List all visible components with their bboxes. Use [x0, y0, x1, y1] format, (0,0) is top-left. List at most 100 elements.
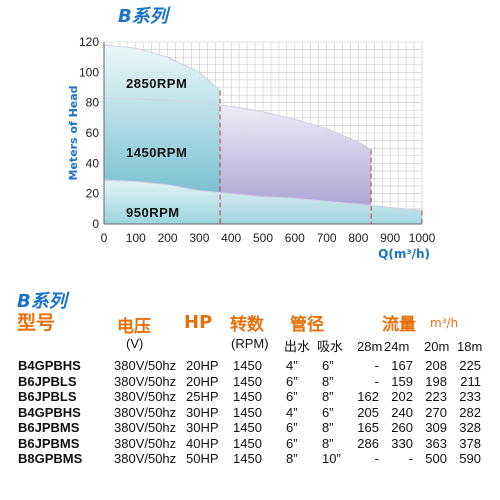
flow-18m-cell: 225	[459, 358, 481, 373]
x-tick-label: 900	[380, 231, 400, 245]
table-row: B6JPBLS 380V/50hz 25HP 1450 6” 8” 162 202 223 233	[0, 389, 500, 405]
header-hp: HP	[184, 312, 213, 333]
inlet-cell: 6”	[322, 358, 334, 373]
subheader-outlet: 出水	[284, 339, 311, 354]
header-model: 型号	[17, 312, 56, 334]
flow-28m-cell: -	[374, 358, 379, 373]
subheader-speed: (RPM)	[231, 336, 269, 351]
y-tick-label: 0	[92, 217, 99, 231]
voltage-cell: 380V/50hz	[114, 435, 177, 451]
y-tick-label: 20	[86, 187, 100, 201]
inlet-cell: 6”	[322, 404, 334, 420]
x-tick-label: 1000	[409, 231, 436, 245]
subheader-h18: 18m	[457, 339, 483, 354]
x-axis-title: Q(m³/h)	[378, 247, 430, 261]
series-label: 2850RPM	[126, 76, 187, 91]
table-row: B6JPBMS 380V/50hz 40HP 1450 6” 8” 286 330 363 378	[0, 436, 500, 452]
flow-24m-cell: 202	[391, 389, 413, 404]
y-tick-label: 120	[79, 35, 99, 49]
y-axis-title: Meters of Head	[67, 85, 80, 180]
subheader-voltage: (V)	[126, 336, 144, 351]
model-cell: B4GPBHS	[18, 404, 81, 420]
flow-28m-cell: -	[374, 373, 379, 389]
flow-18m-cell: 233	[459, 389, 481, 404]
flow-24m-cell: 330	[391, 435, 413, 451]
hp-cell: 30HP	[186, 404, 219, 420]
inlet-cell: 8”	[322, 420, 334, 435]
rpm-cell: 1450	[233, 451, 262, 466]
flow-28m-cell: 286	[357, 435, 379, 451]
flow-24m-cell: 167	[391, 358, 413, 373]
rpm-cell: 1450	[233, 373, 262, 389]
table-section-title: B系列	[17, 291, 67, 312]
flow-20m-cell: 270	[425, 404, 447, 420]
series-label: 1450RPM	[126, 145, 187, 160]
flow-24m-cell: 159	[391, 373, 413, 389]
flow-18m-cell: 328	[459, 420, 481, 435]
chart-title: B系列	[118, 6, 168, 27]
curve-line-2850rpm	[103, 44, 221, 91]
flow-20m-cell: 223	[425, 389, 447, 404]
outlet-cell: 4”	[286, 404, 298, 420]
x-tick-label: 200	[158, 231, 178, 245]
y-tick-label: 60	[86, 126, 100, 140]
flow-28m-cell: 162	[357, 389, 379, 404]
flow-20m-cell: 500	[425, 451, 447, 466]
flow-28m-cell: 165	[357, 420, 379, 435]
y-tick-label: 100	[79, 65, 99, 79]
model-cell: B6JPBMS	[18, 420, 80, 435]
outlet-cell: 6”	[286, 389, 298, 404]
y-tick-label: 80	[86, 96, 100, 110]
header-voltage: 电压	[117, 317, 151, 337]
header-flow-unit: m³/h	[430, 316, 459, 330]
flow-18m-cell: 590	[459, 451, 481, 466]
flow-20m-cell: 198	[425, 373, 447, 389]
subheader-inlet: 吸水	[317, 339, 344, 354]
rpm-cell: 1450	[233, 435, 262, 451]
model-cell: B6JPBLS	[18, 373, 77, 389]
voltage-cell: 380V/50hz	[114, 389, 177, 404]
table-row: B4GPBHS 380V/50hz 30HP 1450 4” 6” 205 240 270 282	[0, 405, 500, 421]
table-row: B6JPBLS 380V/50hz 20HP 1450 6” 8” -159 198 211	[0, 374, 500, 390]
header-speed: 转数	[230, 315, 264, 335]
table-row: B4GPBHS 380V/50hz 20HP 1450 4” 6” -167 208 225	[0, 358, 500, 374]
inlet-cell: 8”	[322, 435, 334, 451]
curve-line-1450rpm	[103, 97, 372, 151]
table-row: B8GPBMS 380V/50hz 50HP 1450 8” 10” - -500 590	[0, 451, 500, 467]
x-tick-label: 800	[348, 231, 368, 245]
area-950rpm	[104, 180, 422, 224]
flow-20m-cell: 208	[425, 358, 447, 373]
hp-cell: 25HP	[186, 389, 219, 404]
subheader-h28: 28m	[357, 339, 383, 354]
inlet-cell: 10”	[322, 451, 341, 466]
voltage-cell: 380V/50hz	[114, 358, 177, 373]
y-tick-label: 40	[86, 156, 100, 170]
rpm-cell: 1450	[233, 389, 262, 404]
voltage-cell: 380V/50hz	[114, 404, 177, 420]
table-row: B6JPBMS 380V/50hz 30HP 1450 6” 8” 165 260 309 328	[0, 420, 500, 436]
flow-18m-cell: 211	[460, 373, 481, 389]
flow-18m-cell: 282	[459, 404, 481, 420]
inlet-cell: 8”	[322, 373, 334, 389]
flow-20m-cell: 309	[425, 420, 447, 435]
hp-cell: 50HP	[186, 451, 219, 466]
model-cell: B6JPBLS	[18, 389, 77, 404]
outlet-cell: 4”	[286, 358, 298, 373]
hp-cell: 30HP	[186, 420, 219, 435]
outlet-cell: 6”	[286, 435, 298, 451]
model-cell: B8GPBMS	[18, 451, 83, 466]
hp-cell: 20HP	[186, 358, 219, 373]
x-tick-label: 0	[101, 231, 108, 245]
flow-24m-cell: -	[408, 451, 413, 466]
x-tick-label: 100	[126, 231, 146, 245]
area-2850rpm	[104, 45, 221, 225]
voltage-cell: 380V/50hz	[114, 373, 177, 389]
flow-28m-cell: 205	[357, 404, 379, 420]
hp-cell: 20HP	[186, 373, 219, 389]
header-pipe: 管径	[290, 315, 324, 335]
model-cell: B4GPBHS	[18, 358, 81, 373]
outlet-cell: 8”	[286, 451, 298, 466]
series-label: 950RPM	[126, 205, 180, 220]
voltage-cell: 380V/50hz	[114, 451, 177, 466]
